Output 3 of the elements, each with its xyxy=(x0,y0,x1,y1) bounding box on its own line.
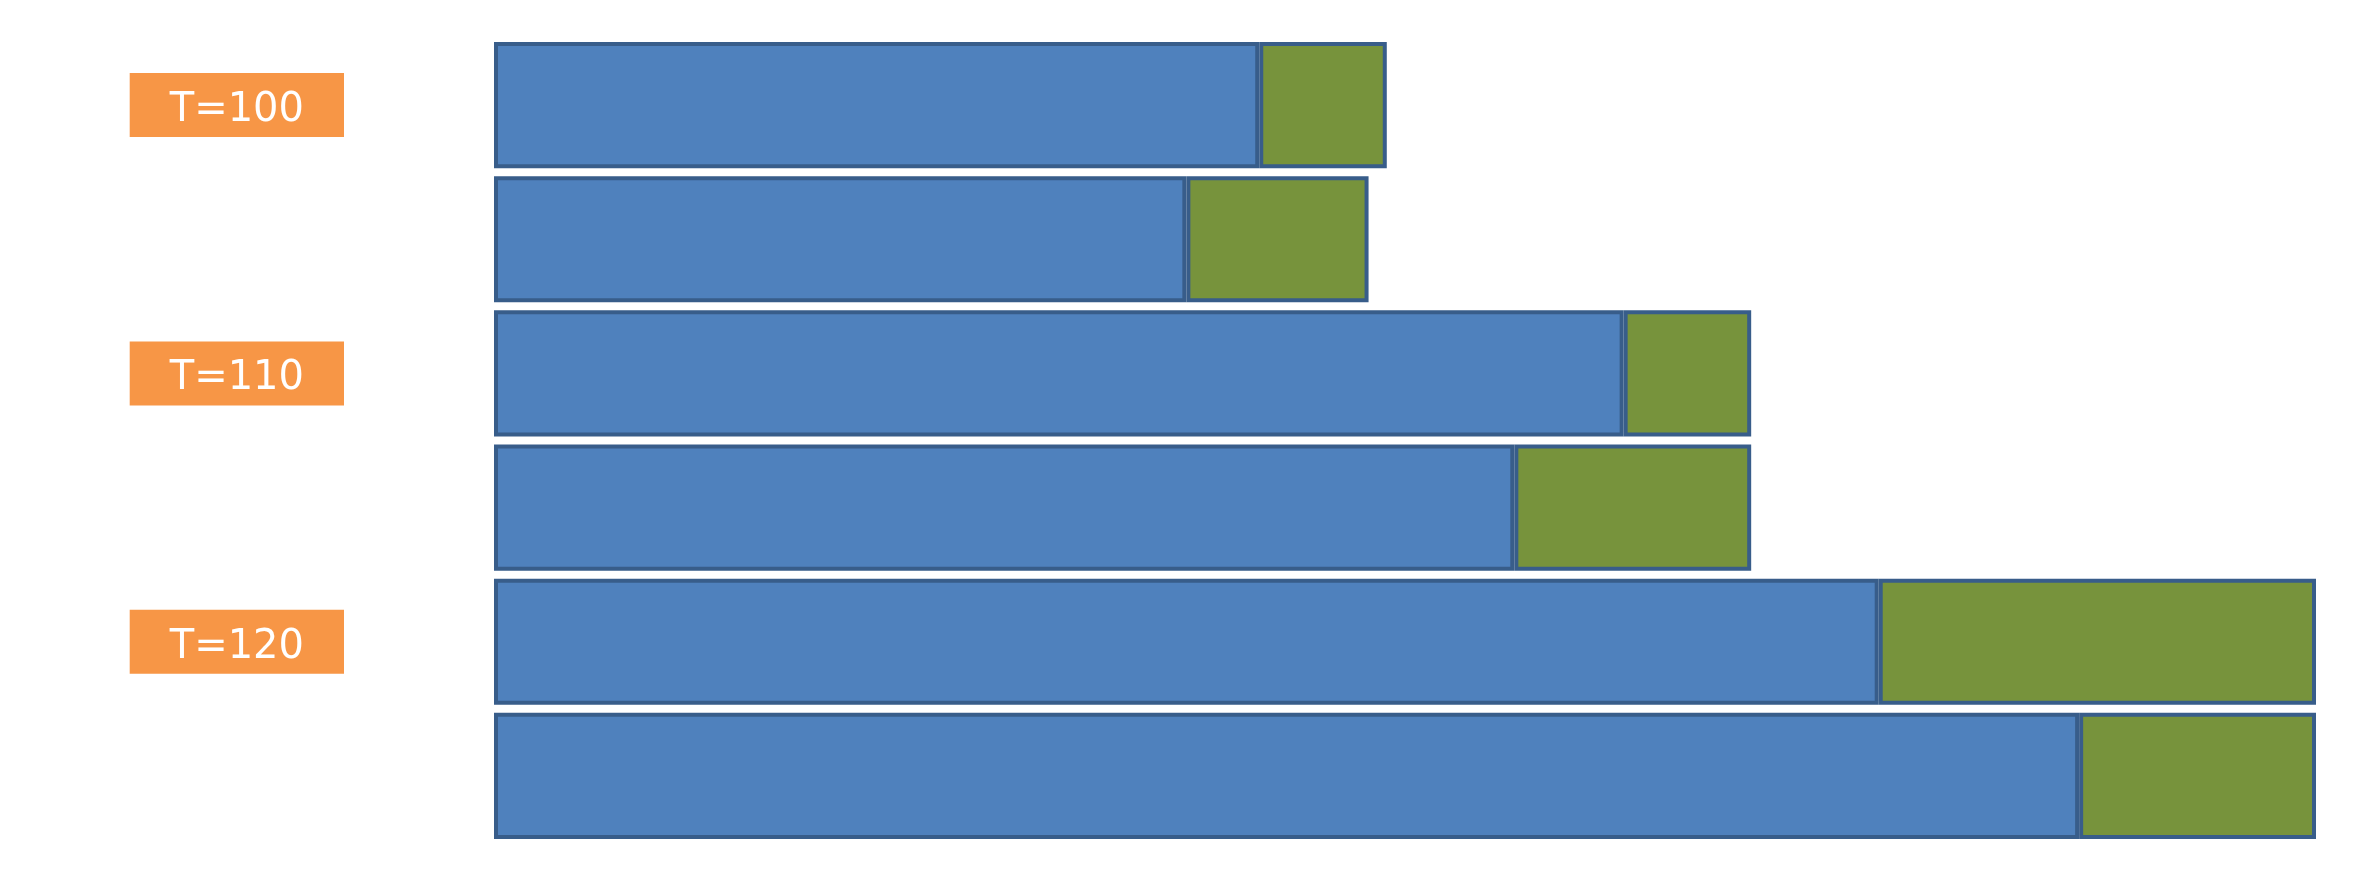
y-tick-label: T=100 xyxy=(168,84,304,131)
y-tick-label: T=120 xyxy=(168,620,304,667)
y-tick-label: T=110 xyxy=(168,352,304,399)
